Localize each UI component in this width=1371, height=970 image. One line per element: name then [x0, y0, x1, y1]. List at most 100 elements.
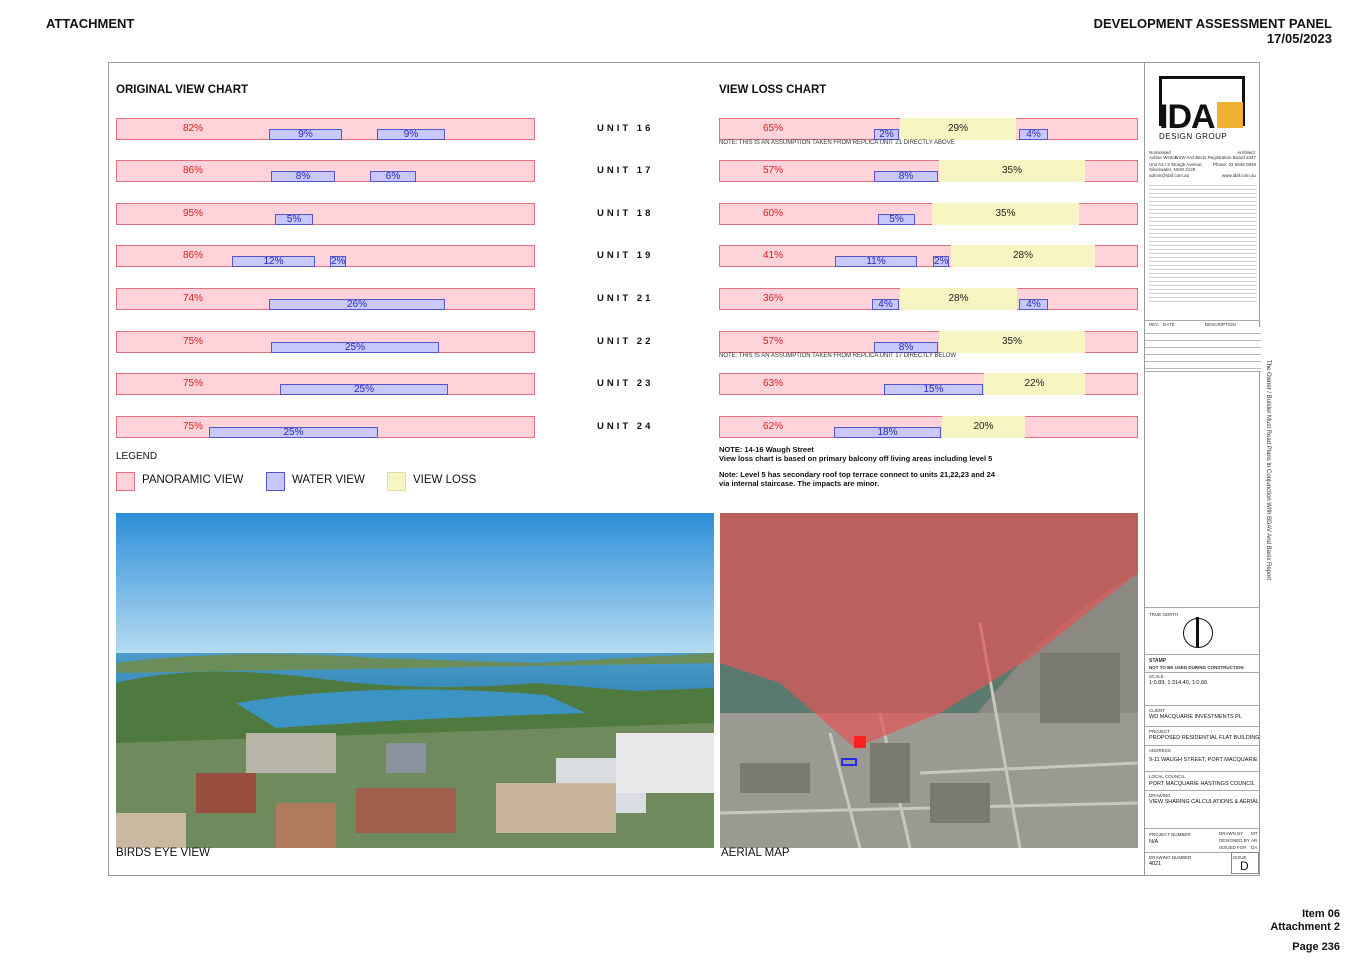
header-panel-title: DEVELOPMENT ASSESSMENT PANEL 17/05/2023 [1094, 16, 1332, 46]
client-value: WD MACQUARIE INVESTMENTS PL [1149, 714, 1242, 720]
logo-text: IDA [1159, 98, 1216, 136]
original-bar-4: 86% 12% 2% [116, 245, 535, 267]
project-label: PROJECT [1149, 729, 1171, 734]
loss-bar-3: 35% 60% 5% [719, 203, 1138, 225]
loss-panoramic-value: 60% [763, 208, 784, 219]
loss-water-segment: 8% [874, 171, 938, 182]
logo-square [1217, 102, 1243, 128]
original-panoramic-value: 75% [183, 336, 204, 347]
header-attachment: ATTACHMENT [46, 16, 135, 31]
project-number-value: N/A [1149, 839, 1159, 845]
general-notes [1149, 182, 1257, 302]
view-loss-segment: 20% [942, 416, 1025, 438]
loss-bar-6: 35% 57% 8% [719, 331, 1138, 353]
original-panoramic-value: 82% [183, 123, 204, 134]
original-bar-1: 82% 9% 9% [116, 118, 535, 140]
date-header: DATE [1163, 322, 1175, 327]
view-loss-segment: 35% [932, 203, 1079, 225]
designed-by-value: AR [1251, 838, 1258, 843]
original-panoramic-value: 74% [183, 293, 204, 304]
loss-water-segment: 18% [834, 427, 941, 438]
north-label: TRUE NORTH [1149, 612, 1179, 617]
logo-frame [1159, 76, 1245, 126]
legend-loss-label: VIEW LOSS [413, 474, 477, 486]
original-water-segment: 25% [209, 427, 378, 438]
original-panoramic-value: 95% [183, 208, 204, 219]
unit-label: UNIT 16 [597, 123, 654, 134]
loss-panoramic-value: 57% [763, 336, 784, 347]
legend-title: LEGEND [116, 451, 158, 462]
revision-table [1145, 327, 1261, 372]
loss-bar-5: 28% 36% 4% 4% [719, 288, 1138, 310]
drawn-by-label: DRAWN BY [1219, 831, 1244, 836]
legend-water-swatch [266, 472, 285, 491]
loss-panoramic-value: 63% [763, 378, 784, 389]
address-line2: Silverwater, NSW 2128 [1149, 167, 1196, 172]
original-bar-7: 75% 25% [116, 373, 535, 395]
original-water-segment: 9% [269, 129, 342, 140]
note-1-body: View loss chart is based on primary balc… [719, 454, 993, 463]
drawn-by-value: MT [1251, 831, 1258, 836]
panel-title: DEVELOPMENT ASSESSMENT PANEL [1093, 16, 1332, 31]
loss-bar-2: 35% 57% 8% [719, 160, 1138, 182]
loss-water-segment: 4% [1019, 299, 1048, 310]
original-water-segment: 12% [232, 256, 315, 267]
original-bar-3: 95% 5% [116, 203, 535, 225]
email: admin@idaf.com.au [1149, 173, 1190, 178]
loss-panoramic-value: 65% [763, 123, 784, 134]
view-loss-segment: 28% [900, 288, 1017, 310]
loss-water-segment: 15% [884, 384, 983, 395]
original-water-segment: 2% [330, 256, 346, 267]
original-water-segment: 25% [271, 342, 439, 353]
drawing-value: VIEW SHARING CALCULATIONS & AERIAL [1149, 799, 1259, 805]
loss-chart-title: VIEW LOSS CHART [719, 84, 827, 96]
title-block: IDA DESIGN GROUP Nominated Architect: Ad… [1144, 62, 1261, 876]
designed-by-label: DESIGNED BY [1219, 838, 1250, 843]
view-loss-segment: 35% [939, 160, 1085, 182]
unit-label: UNIT 17 [597, 165, 654, 176]
issue-value: D [1240, 859, 1249, 873]
legend-water-label: WATER VIEW [292, 474, 365, 486]
loss-water-segment: 5% [878, 214, 915, 225]
original-panoramic-value: 75% [183, 378, 204, 389]
footer-item: Item 06 [1302, 908, 1340, 920]
original-panoramic-value: 75% [183, 421, 204, 432]
original-panoramic-value: 86% [183, 165, 204, 176]
side-note-text: The Owner / Builder Must Read Plans In C… [1265, 360, 1271, 580]
unit-label: UNIT 24 [597, 421, 654, 432]
original-water-segment: 6% [370, 171, 416, 182]
registration: NSW Architects Registration Board 3347 [1174, 155, 1256, 160]
loss-water-segment: 2% [874, 129, 899, 140]
loss-water-segment: 11% [835, 256, 917, 267]
view-loss-segment: 35% [939, 331, 1085, 353]
stamp-label: STAMP [1149, 658, 1167, 664]
note-2-line1: Note: Level 5 has secondary roof top ter… [719, 470, 995, 479]
phone: Phone: 02 9648 0848 [1212, 162, 1256, 167]
architect-name: Adrian Winton [1149, 155, 1178, 160]
north-arrow-icon [1183, 617, 1213, 648]
note-block-2: Note: Level 5 has secondary roof top ter… [719, 470, 995, 488]
original-bar-8: 75% 25% [116, 416, 535, 438]
loss-bar-1: 29% 65% 2% 4% [719, 118, 1138, 140]
loss-water-segment: 4% [1019, 129, 1048, 140]
assumption-note: NOTE: THIS IS AN ASSUMPTION TAKEN FROM R… [719, 353, 957, 359]
client-label: CLIENT [1149, 708, 1166, 713]
unit-label: UNIT 23 [597, 378, 654, 389]
original-chart-title: ORIGINAL VIEW CHART [116, 84, 249, 96]
assumption-note: NOTE: THIS IS AN ASSUMPTION TAKEN FROM R… [719, 140, 955, 146]
caption-birds-eye: BIRDS EYE VIEW [116, 847, 210, 859]
issued-for-label: ISSUED FOR [1219, 845, 1247, 850]
legend-panoramic-swatch [116, 472, 135, 491]
legend-loss-swatch [387, 472, 406, 491]
unit-label: UNIT 21 [597, 293, 654, 304]
loss-panoramic-value: 62% [763, 421, 784, 432]
view-loss-segment: 28% [951, 245, 1095, 267]
view-loss-segment: 22% [984, 373, 1085, 395]
loss-water-segment: 8% [874, 342, 938, 353]
drawing-label: DRAWING [1149, 793, 1171, 798]
desc-header: DESCRIPTION [1205, 322, 1236, 327]
council-value: PORT MACQUARIE HASTINGS COUNCIL [1149, 781, 1255, 787]
loss-water-segment: 2% [933, 256, 949, 267]
stamp-subtitle: NOT TO BE USED DURING CONSTRUCTION [1149, 665, 1244, 670]
birds-eye-photo [116, 513, 714, 848]
